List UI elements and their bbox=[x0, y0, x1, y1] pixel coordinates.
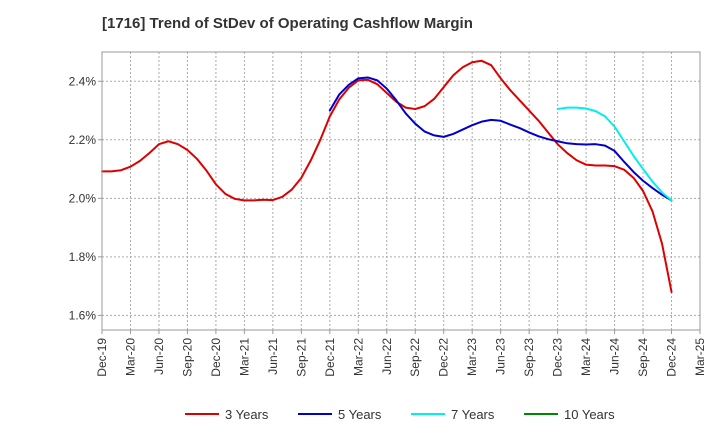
y-axis: 1.6% 1.8% 2.0% 2.2% 2.4% bbox=[69, 74, 102, 322]
x-tick-label: Sep-23 bbox=[522, 338, 536, 377]
series-line-3-years bbox=[101, 59, 673, 293]
x-tick-label: Mar-24 bbox=[579, 338, 593, 376]
x-tick-label: Dec-21 bbox=[323, 338, 337, 377]
series-line-5-years bbox=[328, 76, 673, 202]
x-tick-label: Sep-21 bbox=[294, 338, 308, 377]
x-tick-label: Dec-22 bbox=[437, 338, 451, 377]
x-tick-label: Jun-20 bbox=[152, 338, 166, 375]
legend-label-5-years: 5 Years bbox=[338, 407, 382, 422]
x-tick-label: Mar-25 bbox=[693, 338, 707, 376]
x-tick-label: Mar-22 bbox=[351, 338, 365, 376]
x-tick-label: Mar-20 bbox=[123, 338, 137, 376]
y-tick-label: 1.8% bbox=[69, 250, 97, 264]
x-tick-label: Jun-23 bbox=[494, 338, 508, 375]
chart-title: [1716] Trend of StDev of Operating Cashf… bbox=[102, 15, 473, 32]
y-tick-label: 2.4% bbox=[69, 74, 97, 88]
legend-label-10-years: 10 Years bbox=[564, 407, 615, 422]
x-tick-label: Sep-24 bbox=[636, 338, 650, 377]
legend-label-7-years: 7 Years bbox=[451, 407, 495, 422]
x-tick-label: Mar-23 bbox=[465, 338, 479, 376]
x-axis: Dec-19 Mar-20 Jun-20 Sep-20 Dec-20 Mar-21 Jun-… bbox=[95, 330, 707, 377]
y-tick-label: 2.0% bbox=[69, 191, 97, 205]
y-tick-label: 2.2% bbox=[69, 133, 97, 147]
x-tick-label: Dec-24 bbox=[665, 338, 679, 377]
x-tick-label: Dec-19 bbox=[95, 338, 109, 377]
x-tick-label: Jun-22 bbox=[380, 338, 394, 375]
x-tick-label: Jun-24 bbox=[608, 338, 622, 375]
plot-area bbox=[102, 52, 700, 330]
plot-border bbox=[101, 51, 701, 331]
legend: 3 Years 5 Years 7 Years 10 Years bbox=[185, 407, 615, 422]
series-lines bbox=[101, 59, 673, 293]
y-tick-label: 1.6% bbox=[69, 308, 97, 322]
series-line-7-years bbox=[556, 106, 673, 202]
x-tick-label: Sep-22 bbox=[408, 338, 422, 377]
x-tick-label: Jun-21 bbox=[266, 338, 280, 375]
x-tick-label: Dec-23 bbox=[551, 338, 565, 377]
x-tick-label: Dec-20 bbox=[209, 338, 223, 377]
legend-label-3-years: 3 Years bbox=[225, 407, 269, 422]
x-tick-label: Mar-21 bbox=[237, 338, 251, 376]
x-tick-label: Sep-20 bbox=[180, 338, 194, 377]
